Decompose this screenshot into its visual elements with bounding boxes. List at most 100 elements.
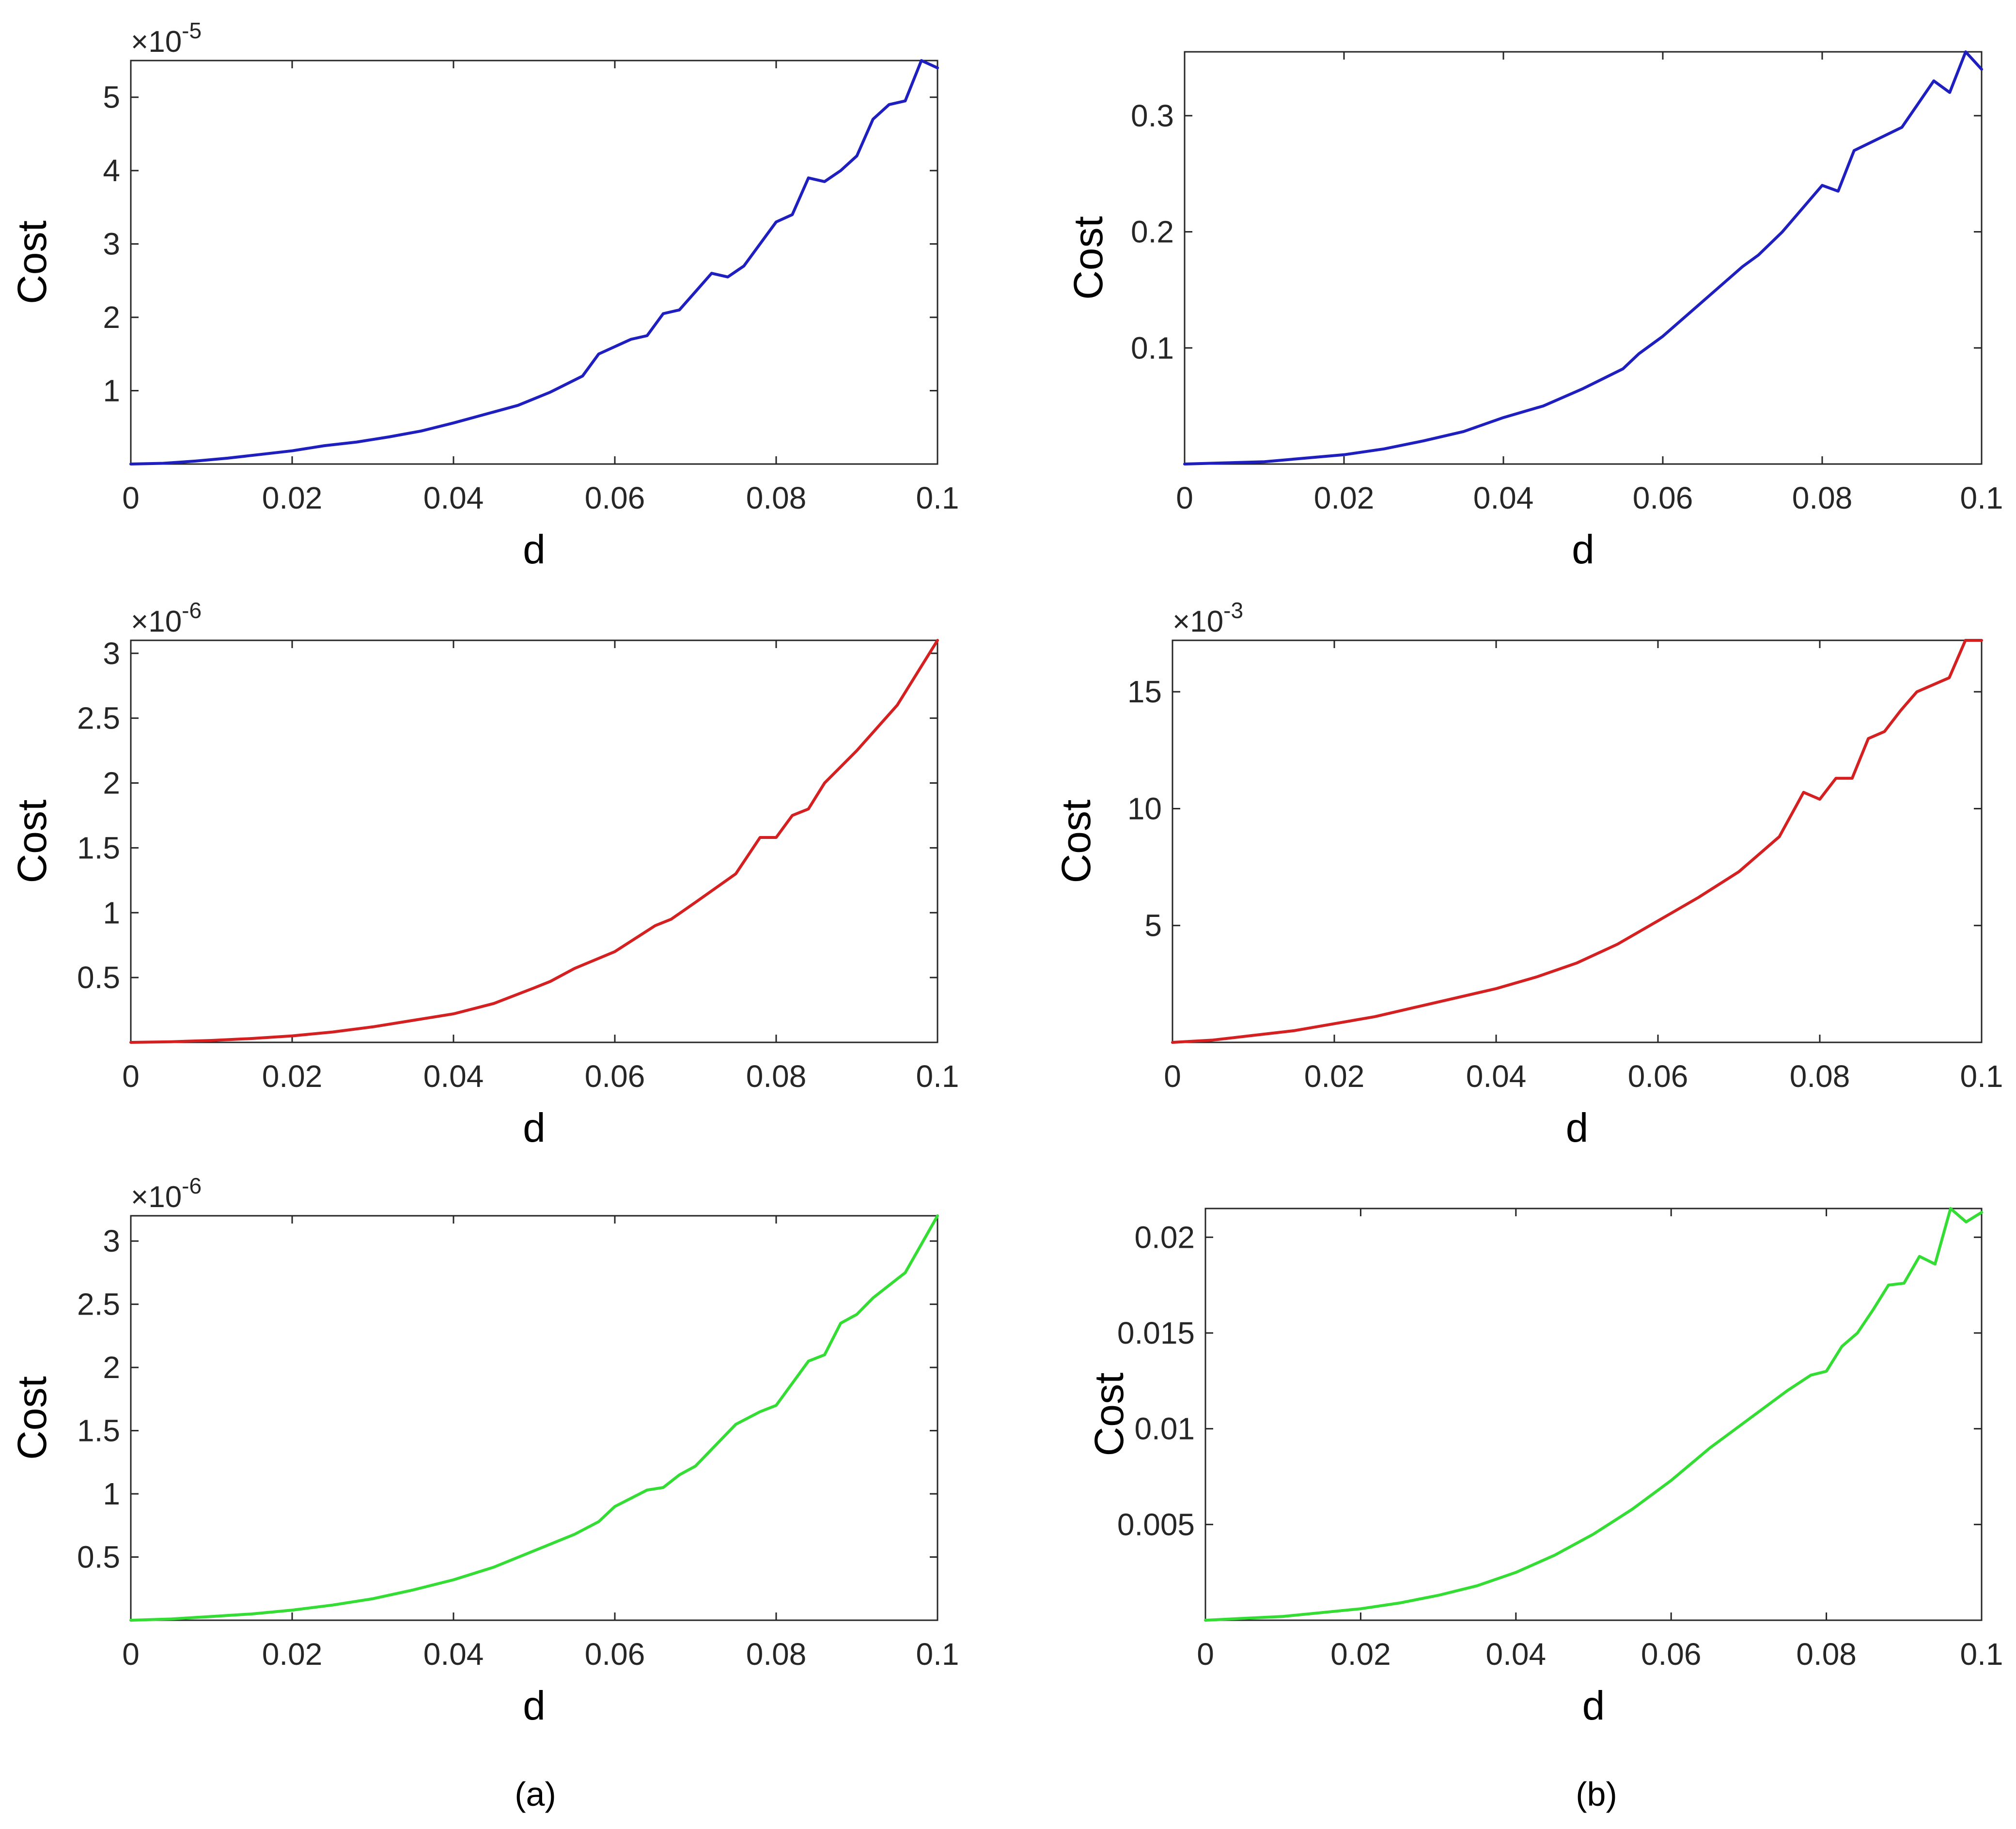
- x-tick-label: 0.02: [1330, 1637, 1391, 1672]
- y-axis-label: Cost: [9, 220, 55, 304]
- y-axis-label: Cost: [9, 800, 55, 884]
- y-tick-label: 1: [103, 373, 120, 408]
- y-tick-label: 0.02: [1134, 1220, 1195, 1255]
- x-tick-label: 0.02: [262, 1059, 323, 1094]
- y-tick-label: 1.5: [77, 1413, 120, 1448]
- y-exponent-label: ×10-3: [1172, 598, 1243, 638]
- x-tick-label: 0.06: [585, 480, 645, 515]
- y-tick-label: 0.1: [1131, 330, 1174, 365]
- axes-box: [1204, 1208, 1983, 1621]
- axes-box: [1184, 51, 1983, 465]
- y-axis-label: Cost: [9, 1376, 55, 1460]
- series-line: [1204, 1207, 1983, 1622]
- x-tick-label: 0.1: [1960, 1637, 2003, 1672]
- y-tick-label: 3: [103, 1224, 120, 1258]
- series-line: [129, 639, 939, 1044]
- y-tick-label: 1: [103, 1476, 120, 1511]
- x-axis-label: d: [523, 1105, 546, 1150]
- chart-a-bottom: 0 0.02 0.04 0.06 0.08 0.1 0.5 1 1.5 2 2.5 3 d Cost ×10…: [9, 1173, 959, 1728]
- x-tick-label: 0.08: [746, 1637, 807, 1672]
- y-exponent-label: ×10-6: [131, 598, 202, 638]
- x-tick-label: 0.1: [916, 1637, 959, 1672]
- y-tick-label: 2.5: [77, 1287, 120, 1322]
- y-tick-label: 3: [103, 227, 120, 262]
- y-tick-label: 0.2: [1131, 215, 1174, 249]
- x-tick-label: 0.04: [423, 1059, 484, 1094]
- y-tick-label: 0.5: [77, 1540, 120, 1575]
- chart-a-top: 0 0.02 0.04 0.06 0.08 0.1 1 2 3 4 5 d Cost ×10-5: [9, 18, 959, 572]
- y-tick-label: 1.5: [77, 830, 120, 865]
- x-tick-label: 0.1: [916, 1059, 959, 1094]
- x-tick-label: 0.08: [746, 1059, 807, 1094]
- y-tick-label: 0.01: [1134, 1411, 1195, 1446]
- axes-box: [130, 1215, 938, 1621]
- y-tick-label: 0.015: [1117, 1316, 1195, 1350]
- y-tick-label: 5: [103, 80, 120, 115]
- x-tick-label: 0.08: [1796, 1637, 1857, 1672]
- y-tick-label: 15: [1127, 674, 1162, 709]
- y-axis-label: Cost: [1053, 800, 1099, 884]
- x-tick-label: 0: [122, 1637, 140, 1672]
- x-tick-label: 0.1: [1960, 1059, 2003, 1094]
- series-line: [1183, 50, 1983, 465]
- x-tick-label: 0.08: [746, 480, 807, 515]
- x-tick-label: 0.04: [423, 1637, 484, 1672]
- y-tick-label: 0.3: [1131, 98, 1174, 133]
- x-tick-label: 0.08: [1792, 480, 1853, 515]
- x-tick-label: 0: [122, 1059, 140, 1094]
- x-tick-label: 0.06: [585, 1637, 645, 1672]
- y-tick-label: 0.005: [1117, 1507, 1195, 1542]
- series-line: [129, 1214, 939, 1622]
- x-tick-label: 0.04: [1473, 480, 1534, 515]
- y-tick-label: 4: [103, 153, 120, 188]
- x-tick-label: 0: [122, 480, 140, 515]
- x-tick-label: 0.1: [1960, 480, 2003, 515]
- x-tick-label: 0.06: [585, 1059, 645, 1094]
- x-tick-label: 0.1: [916, 480, 959, 515]
- y-tick-label: 2: [103, 300, 120, 335]
- chart-a-middle: 0 0.02 0.04 0.06 0.08 0.1 0.5 1 1.5 2 2.5 3 d Cost ×10…: [9, 598, 959, 1150]
- y-exponent-label: ×10-5: [131, 18, 202, 59]
- chart-b-bottom: 0 0.02 0.04 0.06 0.08 0.1 0.005 0.01 0.015 0.02 d C…: [1086, 1207, 2003, 1728]
- x-tick-label: 0.06: [1628, 1059, 1688, 1094]
- x-axis-label: d: [1566, 1105, 1589, 1150]
- x-tick-label: 0: [1197, 1637, 1214, 1672]
- x-tick-label: 0.04: [1486, 1637, 1547, 1672]
- panel-label-a: (a): [515, 1775, 556, 1813]
- y-axis-label: Cost: [1086, 1373, 1132, 1457]
- chart-b-middle: 0 0.02 0.04 0.06 0.08 0.1 5 10 15 d Cost ×10-3: [1053, 598, 2003, 1150]
- x-tick-label: 0.04: [1466, 1059, 1527, 1094]
- y-tick-label: 1: [103, 895, 120, 930]
- y-axis-label: Cost: [1065, 216, 1111, 300]
- x-tick-label: 0.02: [262, 1637, 323, 1672]
- axes-box: [130, 639, 938, 1043]
- axes-box: [130, 60, 938, 465]
- x-tick-label: 0.08: [1790, 1059, 1850, 1094]
- y-tick-label: 2: [103, 766, 120, 801]
- x-tick-label: 0.02: [262, 480, 323, 515]
- series-line: [1171, 639, 1983, 1044]
- x-tick-label: 0.06: [1633, 480, 1693, 515]
- y-tick-label: 0.5: [77, 960, 120, 995]
- x-axis-label: d: [1582, 1683, 1605, 1728]
- x-axis-label: d: [523, 1683, 546, 1728]
- chart-b-top: 0 0.02 0.04 0.06 0.08 0.1 0.1 0.2 0.3 d Cost: [1065, 50, 2003, 572]
- x-tick-label: 0.06: [1641, 1637, 1702, 1672]
- series-line: [129, 59, 939, 465]
- y-tick-label: 2: [103, 1350, 120, 1385]
- panel-label-b: (b): [1576, 1775, 1617, 1813]
- x-tick-label: 0: [1176, 480, 1193, 515]
- y-exponent-label: ×10-6: [131, 1173, 202, 1214]
- y-tick-label: 2.5: [77, 701, 120, 736]
- x-tick-label: 0.04: [423, 480, 484, 515]
- y-tick-label: 5: [1144, 908, 1162, 943]
- x-axis-label: d: [1572, 527, 1594, 572]
- x-axis-label: d: [523, 527, 546, 572]
- y-tick-label: 3: [103, 636, 120, 671]
- x-tick-label: 0.02: [1314, 480, 1375, 515]
- x-tick-label: 0: [1164, 1059, 1181, 1094]
- x-tick-label: 0.02: [1304, 1059, 1365, 1094]
- y-tick-label: 10: [1127, 791, 1162, 826]
- axes-box: [1172, 639, 1983, 1043]
